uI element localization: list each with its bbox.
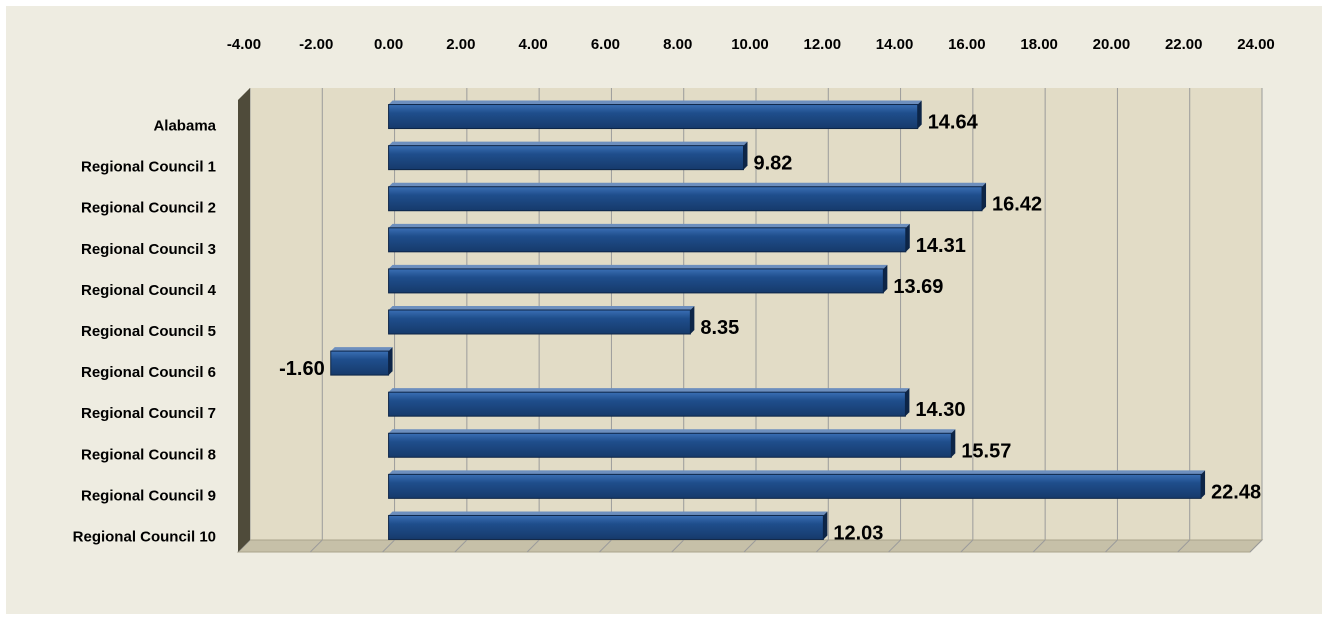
bar bbox=[388, 268, 884, 294]
x-tick-label: 12.00 bbox=[804, 36, 842, 53]
bar bbox=[388, 514, 824, 540]
floor-gridline bbox=[599, 539, 612, 553]
x-tick-label: 22.00 bbox=[1165, 36, 1203, 53]
bar-top-face bbox=[388, 223, 910, 228]
floor-gridline bbox=[671, 539, 685, 553]
bar-top-face bbox=[388, 182, 987, 187]
floor-gridline bbox=[454, 539, 468, 553]
bar bbox=[388, 391, 906, 417]
left-wall bbox=[238, 88, 250, 552]
bar-end-face bbox=[883, 264, 888, 293]
bar-end-face bbox=[743, 141, 748, 170]
bar bbox=[388, 309, 691, 335]
data-label: 14.31 bbox=[916, 235, 966, 257]
bar-top-face bbox=[388, 511, 828, 516]
floor-gridline bbox=[526, 539, 540, 553]
floor-gridline bbox=[309, 539, 323, 553]
x-tick-label: 0.00 bbox=[374, 36, 403, 53]
data-label: 13.69 bbox=[893, 276, 943, 298]
category-label: Regional Council 3 bbox=[81, 241, 216, 258]
bar-top-face bbox=[388, 470, 1206, 475]
x-tick-label: -2.00 bbox=[299, 36, 333, 53]
data-label: 14.64 bbox=[928, 112, 979, 134]
floor-gridline bbox=[1177, 539, 1191, 553]
x-tick-label: 16.00 bbox=[948, 36, 986, 53]
category-label: Regional Council 7 bbox=[81, 405, 216, 422]
data-label: 12.03 bbox=[833, 522, 883, 544]
category-labels: Alabama Regional Council 1 Regional Counci… bbox=[73, 118, 217, 546]
bar bbox=[388, 186, 983, 212]
bar-top-face bbox=[388, 388, 910, 393]
chart-area: -4.00 -2.00 0.00 2.00 4.00 6.00 8.00 10.00 12.00… bbox=[6, 6, 1322, 614]
bar bbox=[388, 145, 744, 171]
data-label: 14.30 bbox=[915, 399, 965, 421]
category-label: Alabama bbox=[153, 118, 216, 135]
bar-top-face bbox=[388, 306, 695, 310]
data-label: 22.48 bbox=[1211, 481, 1261, 503]
bar bbox=[388, 432, 952, 458]
x-axis-tick-labels: -4.00 -2.00 0.00 2.00 4.00 6.00 8.00 10.00 12.00… bbox=[227, 36, 1275, 53]
data-label: 16.42 bbox=[992, 194, 1042, 216]
floor-gridline bbox=[888, 539, 901, 553]
category-label: Regional Council 10 bbox=[73, 528, 216, 545]
x-tick-label: 24.00 bbox=[1237, 36, 1275, 53]
bar-top-face bbox=[388, 100, 922, 105]
floor-gridline bbox=[1032, 539, 1046, 553]
bar-end-face bbox=[905, 223, 910, 252]
left-wall-face bbox=[238, 88, 250, 552]
category-label: Regional Council 1 bbox=[81, 159, 216, 176]
x-tick-label: 2.00 bbox=[446, 36, 475, 53]
plot-floor bbox=[236, 539, 1264, 553]
floor-gridline bbox=[1105, 539, 1118, 553]
floor-gridline bbox=[382, 539, 395, 553]
x-tick-label: 8.00 bbox=[663, 36, 692, 53]
bar-chart: -4.00 -2.00 0.00 2.00 4.00 6.00 8.00 10.00 12.00… bbox=[73, 36, 1275, 553]
bar-end-face bbox=[1201, 470, 1206, 499]
x-tick-label: 10.00 bbox=[731, 36, 769, 53]
floor-gridline bbox=[743, 539, 757, 553]
bar bbox=[330, 350, 390, 376]
floor-gridline bbox=[960, 539, 974, 553]
bar-end-face bbox=[951, 429, 956, 458]
bar-end-face bbox=[823, 511, 828, 540]
x-tick-label: 14.00 bbox=[876, 36, 914, 53]
bar-end-face bbox=[905, 388, 910, 417]
x-tick-label: 6.00 bbox=[591, 36, 620, 53]
category-label: Regional Council 9 bbox=[81, 487, 216, 504]
category-label: Regional Council 4 bbox=[81, 282, 217, 299]
data-label: 9.82 bbox=[753, 153, 792, 175]
category-label: Regional Council 2 bbox=[81, 200, 216, 217]
bar-top-face bbox=[388, 429, 956, 434]
data-labels: 14.64 9.82 16.42 14.31 13.69 8.35 -1.60 14.30 15… bbox=[279, 112, 1261, 545]
x-tick-label: 18.00 bbox=[1020, 36, 1058, 53]
floor-gridline bbox=[815, 539, 829, 553]
bar bbox=[388, 227, 907, 253]
bar-end-face bbox=[917, 100, 922, 129]
data-label: -1.60 bbox=[279, 358, 325, 380]
bar-end-face bbox=[388, 347, 393, 376]
bars bbox=[330, 100, 1206, 540]
data-label: 15.57 bbox=[961, 440, 1011, 462]
bar-top-face bbox=[388, 141, 748, 146]
x-tick-label: -4.00 bbox=[227, 36, 261, 53]
bar bbox=[388, 104, 919, 130]
bar bbox=[388, 473, 1202, 499]
bar-end-face bbox=[690, 306, 695, 334]
bar-top-face bbox=[330, 347, 393, 352]
category-label: Regional Council 6 bbox=[81, 364, 216, 381]
bar-end-face bbox=[982, 182, 987, 211]
data-label: 8.35 bbox=[700, 317, 739, 339]
floor-gridline bbox=[1249, 539, 1263, 553]
category-label: Regional Council 8 bbox=[81, 446, 216, 463]
x-tick-label: 20.00 bbox=[1093, 36, 1131, 53]
category-label: Regional Council 5 bbox=[81, 323, 216, 340]
x-tick-label: 4.00 bbox=[519, 36, 548, 53]
bar-top-face bbox=[388, 264, 888, 269]
